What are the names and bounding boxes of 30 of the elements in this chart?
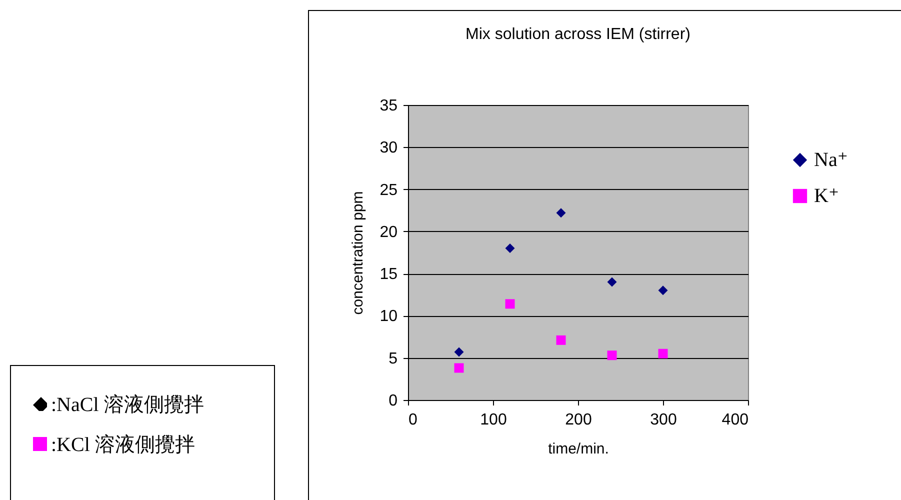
- y-tick-label: 25: [380, 182, 398, 199]
- x-tick-label: 300: [650, 412, 677, 428]
- y-axis-title: concentration ppm: [350, 191, 367, 315]
- x-axis-title: time/min.: [548, 440, 609, 458]
- legend-label: Na⁺: [814, 149, 848, 171]
- point: [556, 335, 566, 345]
- y-tick-label: 35: [380, 98, 398, 114]
- point: [505, 299, 515, 309]
- x-tick-label: 200: [565, 412, 592, 428]
- y-tick-label: 0: [388, 392, 398, 410]
- point: [658, 348, 668, 358]
- point: [607, 350, 617, 360]
- point: [454, 347, 464, 357]
- text: :NaCl 溶液側攪拌: [51, 392, 204, 418]
- chart-title: Mix solution across IEM (stirrer): [466, 26, 690, 43]
- x-tick-label: 0: [408, 412, 418, 428]
- y-tick-label: 20: [380, 224, 398, 241]
- legend-label: K⁺: [814, 185, 839, 207]
- y-tick-label: 15: [380, 266, 398, 284]
- y-tick-label: 30: [380, 140, 398, 157]
- text: :KCl 溶液側攪拌: [51, 432, 195, 458]
- point: [505, 244, 515, 254]
- point: [607, 277, 617, 287]
- y-tick-label: 10: [380, 308, 398, 326]
- point: [658, 286, 668, 296]
- point: [454, 363, 464, 373]
- x-tick-label: 400: [722, 412, 749, 428]
- y-tick-label: 5: [388, 350, 398, 368]
- x-tick-label: 100: [480, 412, 507, 428]
- point: [556, 208, 566, 218]
